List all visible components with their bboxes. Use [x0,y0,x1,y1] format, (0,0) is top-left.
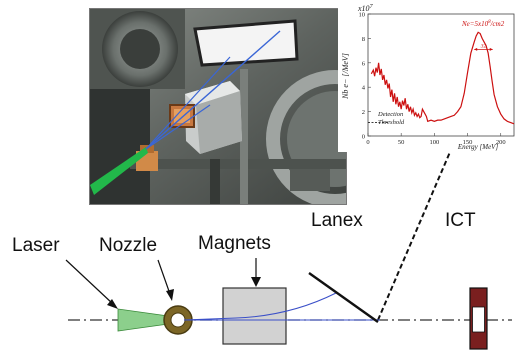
x-tick-label: 150 [463,139,473,146]
magnets-label: Magnets [198,233,271,254]
ict-label: ICT [445,210,476,231]
detection-threshold-label-1: Detection [377,111,403,118]
lanex-screen [308,272,379,323]
fwhm-label: 32 [480,43,487,49]
y-tick-label: 6 [362,60,366,67]
chart-annotation-density: Ne=5x108/cm2 [461,20,505,28]
nozzle-hole [170,312,186,328]
fwhm-marker: 32 [474,43,493,51]
electron-path-deflected [183,292,337,321]
fwhm-arrowhead [474,47,478,51]
x-tick-label: 100 [429,139,439,146]
electron-spectrum-chart: 0 50 100 150 200 0 2 4 6 8 10 x107 Nb e− [/MeV] E… [338,2,516,152]
laser-arrow [65,259,118,309]
chart-x-axis-label: Energy [MeV] [457,143,499,151]
x-tick-label: 0 [366,139,369,146]
chart-exponent-label: x107 [357,4,374,13]
spectrum-series-line [370,31,515,125]
magnets-arrow [251,258,261,287]
y-tick-label: 4 [362,85,366,92]
ict-aperture [472,306,485,333]
y-tick-label: 10 [359,12,366,19]
y-tick-label: 2 [362,109,365,116]
lanex-label: Lanex [311,210,363,231]
projection-dashed-line-right [378,152,412,320]
x-tick-label: 50 [398,139,405,146]
y-tick-label: 0 [362,134,365,141]
chart-y-axis-label: Nb e− [/MeV] [341,53,350,100]
laser-label: Laser [12,235,60,256]
setup-photo [89,8,347,205]
nozzle-label: Nozzle [99,235,158,256]
fwhm-arrowhead [489,47,493,51]
nozzle-arrow [157,259,174,301]
magnet-block [222,287,287,345]
laser-beam [117,308,169,332]
x-tick-label: 200 [496,139,506,146]
projection-dashed-line-left [377,151,451,321]
chart-plot-frame [367,13,515,137]
y-tick-label: 8 [362,36,365,43]
detection-threshold-label-2: Threshold [378,119,405,126]
